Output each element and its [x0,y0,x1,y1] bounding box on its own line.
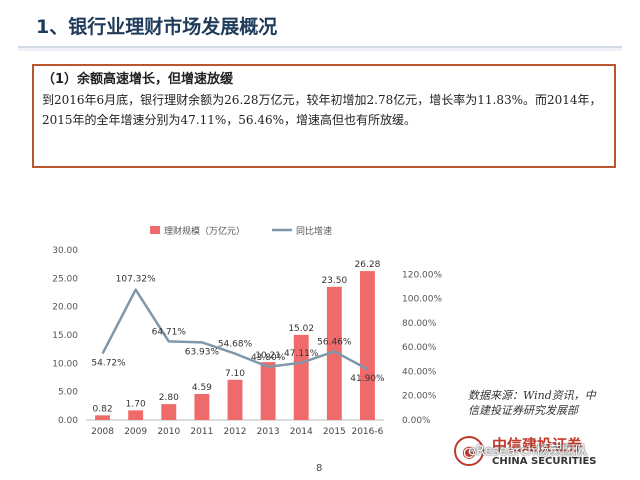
bar-2009 [128,410,144,420]
x-tick-label: 2011 [190,427,213,437]
growth-rate-label: 41.90% [350,374,385,384]
x-tick-label: 2008 [91,427,114,437]
legend-bar-swatch [150,226,160,234]
y-right-tick-label: 0.00% [402,416,431,426]
data-source-note: 数据来源：Wind资讯，中 信建投证券研究发展部 [468,388,618,418]
y-left-tick-label: 15.00 [52,331,78,341]
bar-2014 [293,334,309,420]
bar-value-label: 15.02 [288,324,314,334]
y-left-tick-label: 5.00 [58,388,78,398]
growth-rate-label: 63.93% [185,347,220,357]
y-left-tick-label: 0.00 [58,416,78,426]
y-right-tick-label: 120.00% [402,270,442,280]
y-right-tick-label: 40.00% [402,367,437,377]
summary-heading: （1）余额高速增长，但增速放缓 [42,72,234,87]
logo-name-en: CHINA SECURITIES [492,456,597,467]
x-tick-label: 2010 [157,427,180,437]
bar-2013 [260,362,276,420]
growth-rate-label: 64.71% [152,327,187,337]
bar-2011 [194,393,210,420]
x-tick-label: 2016-6 [351,427,383,437]
growth-rate-label: 107.32% [116,275,156,285]
source-line-1: 数据来源：Wind资讯，中 [468,389,596,402]
x-tick-label: 2014 [290,427,313,437]
summary-textbox: （1）余额高速增长，但增速放缓 到2016年6月底，银行理财余额为26.28万亿… [32,64,616,168]
source-line-2: 信建投证券研究发展部 [468,404,578,417]
title-divider-shadow [18,48,622,51]
watermark-text: eResearch杨英团队 [468,444,588,459]
title-divider [18,46,622,48]
logo-emblem-icon: ◉ [454,436,484,466]
bar-value-label: 1.70 [126,399,146,409]
x-tick-label: 2013 [257,427,280,437]
y-left-tick-label: 25.00 [52,274,78,284]
legend-line-label: 同比增速 [296,225,332,237]
x-tick-label: 2009 [124,427,147,437]
bar-value-label: 0.82 [93,404,113,414]
growth-rate-label: 47.11% [284,349,319,359]
growth-rate-label: 56.46% [317,337,352,347]
bar-value-label: 10.21 [255,351,281,361]
y-right-tick-label: 100.00% [402,295,442,305]
growth-rate-label: 54.68% [218,340,253,350]
legend-bar-label: 理财规模（万亿元） [164,225,245,237]
x-tick-label: 2012 [224,427,247,437]
y-right-tick-label: 60.00% [402,343,437,353]
growth-rate-label: 54.72% [91,359,126,369]
bar-2015 [326,286,342,420]
bar-2016-6 [359,271,375,420]
bar-2008 [95,415,111,420]
wealth-management-chart: 理财规模（万亿元） 同比增速 0.00 5.00 10.00 15.00 20.00 25.0… [52,225,442,437]
bar-2010 [161,404,177,420]
page-title: 1、银行业理财市场发展概况 [36,16,278,38]
x-tick-label: 2015 [323,427,346,437]
bar-value-label: 23.50 [321,276,347,286]
y-right-tick-label: 80.00% [402,319,437,329]
bar-value-label: 2.80 [159,393,179,403]
y-left-tick-label: 10.00 [52,359,78,369]
summary-body: 到2016年6月底，银行理财余额为26.28万亿元，较年初增加2.78亿元，增长… [42,93,602,127]
y-right-tick-label: 20.00% [402,392,437,402]
y-left-tick-label: 30.00 [52,246,78,256]
bar-value-label: 4.59 [192,383,212,393]
page-number: 8 [316,463,323,474]
bar-value-label: 7.10 [225,369,245,379]
logo-name-cn: 中信建投证券 [492,436,583,454]
y-left-tick-label: 20.00 [52,303,78,313]
bar-value-label: 26.28 [355,260,381,270]
company-logo: ◉ 中信建投证券 CHINA SECURITIES [446,432,636,476]
growth-rate-label: 43.80% [251,353,286,363]
bar-2012 [227,379,243,420]
